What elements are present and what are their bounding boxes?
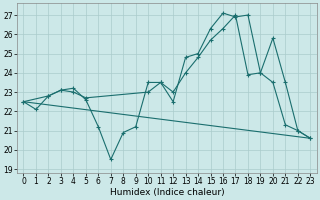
X-axis label: Humidex (Indice chaleur): Humidex (Indice chaleur) [109, 188, 224, 197]
